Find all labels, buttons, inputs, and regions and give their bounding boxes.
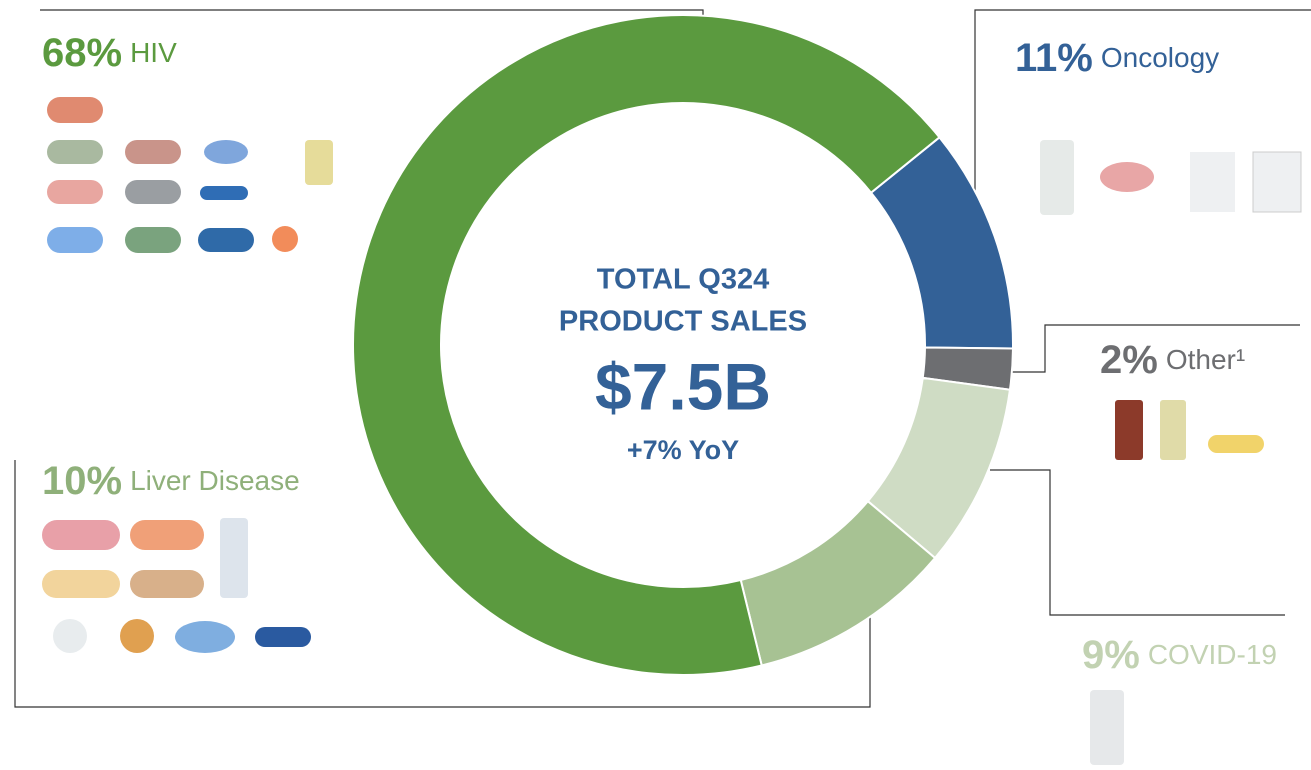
segment-label: 10% Liver Disease [42, 459, 300, 503]
vial [1160, 400, 1186, 460]
vial [1115, 400, 1143, 460]
vial [1090, 690, 1124, 765]
pill [47, 140, 103, 164]
vial [1040, 140, 1074, 215]
segment-name: HIV [130, 37, 177, 68]
pill [47, 227, 103, 253]
center-title: PRODUCT SALES [559, 306, 807, 338]
segment-percent: 9% [1082, 633, 1140, 677]
segment-label: 11% Oncology [1015, 36, 1219, 80]
center-subtitle: +7% YoY [627, 435, 739, 465]
segment-name: Liver Disease [130, 465, 300, 496]
leader-line [985, 324, 1300, 373]
pill [125, 227, 181, 253]
center-value: $7.5B [595, 349, 771, 423]
pill [42, 520, 120, 550]
pill [1100, 162, 1154, 192]
product-images [42, 97, 1302, 765]
segment-name: Other¹ [1166, 344, 1245, 375]
pill [130, 570, 204, 598]
leader-line [14, 460, 871, 708]
capsule [200, 186, 248, 200]
pill [53, 619, 87, 653]
pill [125, 180, 181, 204]
pill [272, 226, 298, 252]
segment-label: 68% HIV [42, 31, 177, 75]
leader-line [990, 469, 1285, 616]
segment-label: 9% COVID-19 [1082, 633, 1277, 677]
capsule [1208, 435, 1264, 453]
segment-label: 2% Other¹ [1100, 338, 1245, 382]
capsule [255, 627, 311, 647]
pill [198, 228, 254, 252]
pill [204, 140, 248, 164]
package [1190, 152, 1235, 212]
segment-name: Oncology [1101, 42, 1219, 73]
pill [130, 520, 204, 550]
package [1252, 151, 1302, 213]
pill [42, 570, 120, 598]
segment-name: COVID-19 [1148, 639, 1277, 670]
segment-percent: 11% [1015, 36, 1093, 80]
center-title: TOTAL Q324 [597, 264, 769, 296]
pill [175, 621, 235, 653]
pill [47, 180, 103, 204]
leader-line [974, 9, 1311, 240]
segment-percent: 2% [1100, 338, 1158, 382]
segment-percent: 68% [42, 31, 122, 75]
vial [220, 518, 248, 598]
pill [47, 97, 103, 123]
donut-segment [352, 14, 941, 676]
pill [125, 140, 181, 164]
segment-percent: 10% [42, 459, 122, 503]
pill [120, 619, 154, 653]
vial [305, 140, 333, 185]
